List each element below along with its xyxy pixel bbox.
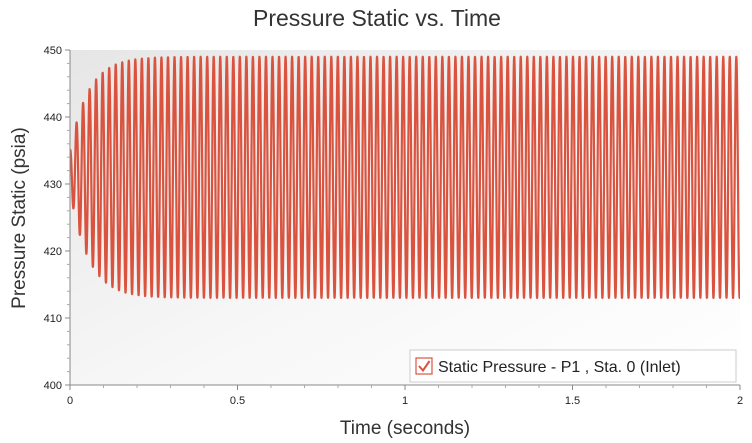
y-axis-label: Pressure Static (psia) (9, 127, 30, 309)
x-tick-label: 1 (402, 395, 408, 407)
check-icon (418, 360, 431, 373)
y-tick-label: 440 (44, 112, 62, 124)
y-tick-label: 420 (44, 246, 62, 258)
series-line-group (70, 55, 740, 299)
series-line-static-pressure (70, 55, 740, 299)
y-tick-label: 410 (44, 313, 62, 325)
y-tick-label: 450 (44, 45, 62, 57)
x-tick-label: 0.5 (230, 395, 245, 407)
chart-title: Pressure Static vs. Time (253, 5, 501, 31)
y-tick-label: 400 (44, 380, 62, 392)
legend-box (409, 349, 737, 383)
x-axis-ticks: 0 0.5 1 1.5 2 (67, 385, 743, 407)
x-tick-label: 2 (737, 395, 743, 407)
y-tick-label: 430 (44, 179, 62, 191)
legend: Static Pressure - P1 , Sta. 0 (Inlet) (409, 349, 737, 383)
legend-checkbox[interactable] (415, 357, 433, 375)
x-tick-label: 1.5 (565, 395, 580, 407)
y-axis-ticks: 400 410 420 430 440 450 (44, 45, 70, 392)
x-tick-label: 0 (67, 395, 73, 407)
legend-entry-label: Static Pressure - P1 , Sta. 0 (Inlet) (438, 359, 681, 376)
x-axis-label: Time (seconds) (340, 418, 470, 439)
